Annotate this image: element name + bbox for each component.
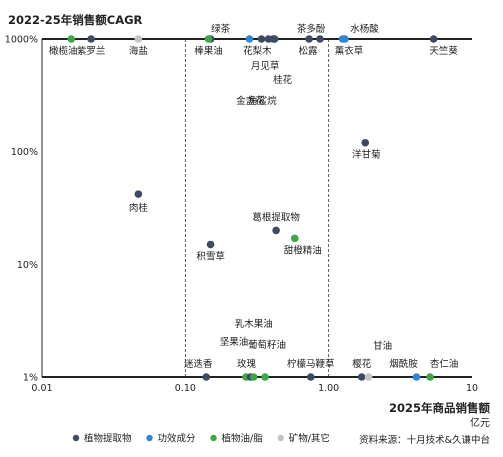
- data-point: [426, 373, 434, 381]
- y-tick-label: 10%: [17, 260, 38, 271]
- point-label: 柠檬马鞭草: [287, 358, 335, 370]
- data-point: [204, 35, 213, 43]
- legend-marker: [210, 434, 217, 442]
- legend-label: 功效成分: [158, 433, 197, 445]
- point-label: 紫罗兰: [77, 45, 106, 57]
- data-point: [67, 35, 76, 43]
- point-label: 葛根提取物: [252, 211, 300, 223]
- data-point: [272, 226, 280, 235]
- point-label: 桂花: [273, 74, 293, 86]
- point-label: 水杨酸: [350, 23, 379, 35]
- data-point: [361, 138, 370, 147]
- point-label: 樱花: [352, 358, 372, 370]
- y-tick-label: 1000%: [5, 35, 38, 46]
- data-point: [364, 373, 373, 381]
- y-tick-label: 1%: [23, 373, 38, 384]
- point-label: 橄榄油: [49, 45, 78, 57]
- point-label: 薰衣草: [335, 45, 364, 57]
- point-label: 积雪草: [196, 250, 225, 262]
- legend-label: 植物提取物: [84, 433, 132, 445]
- legend-marker: [277, 434, 284, 442]
- x-axis-title: 2025年商品销售额: [389, 401, 491, 415]
- point-label: 烟酰胺: [389, 358, 418, 370]
- axis-labels: 2022-25年销售额CAGR 2025年商品销售额 亿元: [8, 13, 490, 429]
- point-label: 坚果油: [220, 336, 249, 348]
- data-point: [257, 35, 266, 43]
- point-label: 甘油: [373, 340, 392, 352]
- data-point: [261, 373, 269, 381]
- data-point: [316, 35, 324, 43]
- point-label: 角鲨烷: [248, 95, 277, 107]
- point-label: 金盏花: [236, 95, 265, 107]
- legend-label: 矿物/其它: [289, 433, 330, 445]
- plot-area: 0.01 0.10 1.00 10 1% 10% 100% 1000%: [5, 35, 478, 395]
- x-tick-label: 0.01: [31, 383, 52, 394]
- data-point: [134, 35, 143, 43]
- data-point: [202, 373, 211, 381]
- x-tick-label: 0.10: [175, 383, 196, 394]
- data-point: [341, 35, 349, 43]
- y-axis-title: 2022-25年销售额CAGR: [8, 13, 143, 27]
- point-label: 海盐: [129, 45, 149, 57]
- point-label: 洋甘菊: [352, 149, 381, 161]
- point-label: 花梨木: [243, 45, 272, 57]
- legend-marker: [72, 434, 80, 442]
- x-tick-label: 1.00: [318, 383, 339, 394]
- data-point: [429, 35, 438, 43]
- x-axis-unit: 亿元: [470, 416, 490, 429]
- data-point: [206, 240, 215, 249]
- data-point: [270, 35, 279, 43]
- point-label: 松露: [298, 45, 318, 57]
- data-point: [249, 373, 258, 381]
- data-point: [134, 190, 143, 198]
- source-note: 资料来源：十月技术&久谦中台: [359, 434, 490, 446]
- data-point: [412, 373, 421, 381]
- legend-label: 植物油/脂: [222, 433, 264, 445]
- point-label: 葡萄籽油: [248, 339, 286, 351]
- point-label: 乳木果油: [235, 318, 273, 330]
- y-tick-label: 100%: [11, 147, 38, 158]
- legend-marker: [146, 434, 153, 442]
- point-label: 迷迭香: [184, 358, 213, 370]
- data-point: [87, 35, 95, 43]
- legend: 植物提取物 功效成分 植物油/脂 矿物/其它: [72, 433, 330, 445]
- data-point: [357, 373, 366, 381]
- point-label: 杏仁油: [430, 358, 459, 370]
- point-label: 玫瑰: [237, 358, 257, 370]
- point-label: 肉桂: [129, 202, 149, 214]
- data-point: [306, 373, 315, 381]
- data-point: [290, 234, 299, 243]
- point-label: 绿茶: [211, 23, 231, 35]
- point-label: 甜橙精油: [284, 244, 322, 256]
- point-label: 棒果油: [194, 45, 223, 57]
- x-tick-label: 10: [466, 383, 478, 394]
- point-label: 天竺葵: [429, 45, 458, 57]
- data-point: [245, 35, 254, 43]
- point-label: 茶多酚: [297, 23, 326, 35]
- point-label: 月见草: [251, 60, 280, 72]
- data-point: [305, 35, 313, 43]
